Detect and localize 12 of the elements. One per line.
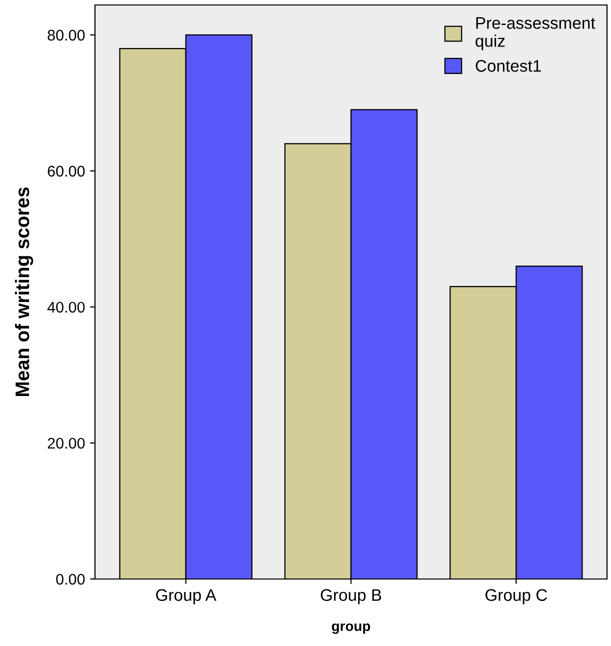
x-tick-label: Group C <box>486 589 548 604</box>
y-tick-label: 0.00 <box>56 574 85 585</box>
y-tick-label: 80.00 <box>48 30 85 41</box>
legend-label: Contest1 <box>476 60 541 72</box>
x-tick-label: Group A <box>156 589 216 604</box>
y-tick-label: 20.00 <box>48 438 85 449</box>
y-tick-label: 40.00 <box>47 302 85 313</box>
y-axis-title: Mean of writing scores <box>14 187 34 396</box>
legend-label: Pre-assessment quiz <box>476 17 596 50</box>
x-tick-label: Group B <box>320 589 382 604</box>
y-tick-label: 60.00 <box>48 166 85 177</box>
x-axis-title: group <box>332 623 370 634</box>
